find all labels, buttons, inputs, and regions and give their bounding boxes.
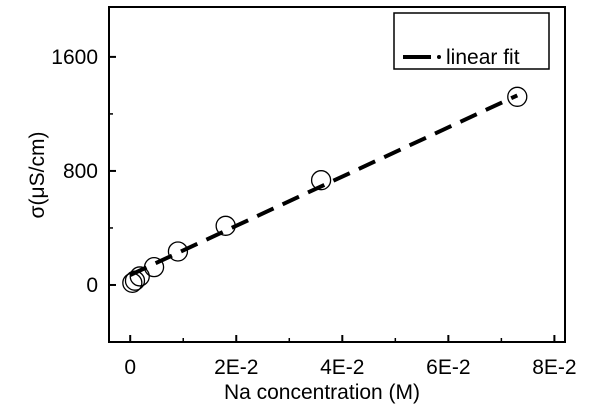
data-point <box>167 241 189 262</box>
x-tick-label: 8E-2 <box>532 356 576 379</box>
legend-label: linear fit <box>446 46 520 69</box>
legend-box <box>393 12 550 70</box>
y-tick-label: 0 <box>86 274 98 297</box>
axis-ticks <box>109 55 556 343</box>
data-point <box>124 270 146 291</box>
y-axis-title: σ(μS/cm) <box>26 132 49 219</box>
data-point <box>215 215 236 236</box>
data-point <box>143 257 165 278</box>
x-tick-label: 0 <box>124 356 136 379</box>
x-tick-label: 2E-2 <box>214 356 258 379</box>
data-points <box>122 86 528 293</box>
x-axis-title: Na concentration (M) <box>224 381 420 404</box>
data-point <box>129 266 150 287</box>
data-point <box>507 86 528 107</box>
x-tick-label: 6E-2 <box>426 356 470 379</box>
linear-fit-line <box>129 93 519 277</box>
plot-frame <box>108 6 566 343</box>
y-tick-label: 800 <box>63 160 98 183</box>
y-tick-label: 1600 <box>51 46 98 69</box>
data-point <box>310 170 332 191</box>
data-point <box>122 272 143 293</box>
tick-labels: 0 2E-2 4E-2 6E-2 8E-2 0 800 1600 <box>51 46 576 379</box>
legend: linear fit <box>393 12 550 70</box>
legend-swatch-dot <box>437 55 441 59</box>
x-tick-label: 4E-2 <box>320 356 364 379</box>
